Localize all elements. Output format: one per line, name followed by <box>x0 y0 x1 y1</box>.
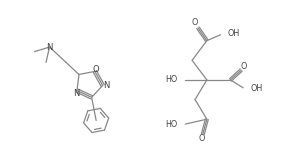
Text: N: N <box>46 43 53 52</box>
Text: O: O <box>192 19 198 28</box>
Text: O: O <box>92 65 99 74</box>
Text: HO: HO <box>165 75 177 84</box>
Text: O: O <box>240 62 247 71</box>
Text: N: N <box>73 89 79 98</box>
Text: OH: OH <box>250 84 262 93</box>
Text: OH: OH <box>227 29 240 38</box>
Text: HO: HO <box>165 120 177 129</box>
Text: N: N <box>103 81 109 90</box>
Text: O: O <box>199 134 205 143</box>
